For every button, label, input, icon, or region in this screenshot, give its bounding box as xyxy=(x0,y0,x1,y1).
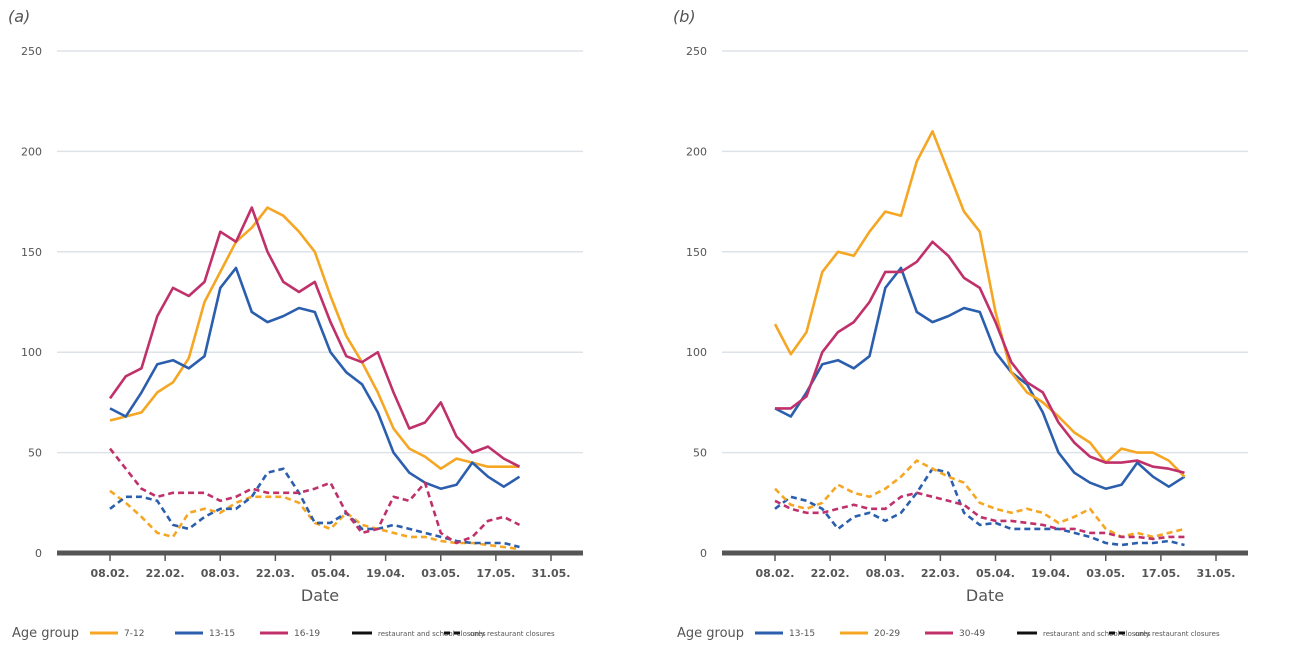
y-tick-label: 200 xyxy=(686,145,707,158)
y-tick-label: 250 xyxy=(686,45,707,58)
legend-style-label: restaurant and school closures xyxy=(1043,630,1151,638)
panel-label: (b) xyxy=(673,7,696,26)
data-line xyxy=(108,447,521,545)
x-tick-label: 22.02. xyxy=(811,567,850,580)
x-tick-label: 05.04. xyxy=(976,567,1015,580)
y-tick-label: 50 xyxy=(28,447,42,460)
data-line xyxy=(108,206,521,468)
x-tick-label: 08.03. xyxy=(201,567,240,580)
x-tick-label: 22.02. xyxy=(146,567,185,580)
legend-label: 30-49 xyxy=(959,629,985,639)
x-axis-label: Date xyxy=(966,586,1004,605)
legend-title: Age group xyxy=(677,626,744,641)
data-line xyxy=(775,240,1185,474)
data-line xyxy=(773,130,1186,478)
data-line xyxy=(109,489,520,551)
y-tick-label: 0 xyxy=(35,547,42,560)
x-tick-label: 08.02. xyxy=(91,567,130,580)
x-tick-label: 08.02. xyxy=(756,567,795,580)
y-tick-label: 150 xyxy=(21,246,42,259)
legend-style-label: restaurant and school closures xyxy=(378,630,486,638)
data-line xyxy=(774,266,1186,490)
legend-label: 13-15 xyxy=(789,629,815,639)
data-line xyxy=(109,266,521,490)
x-tick-label: 31.05. xyxy=(532,567,571,580)
y-tick-label: 50 xyxy=(693,447,707,460)
x-tick-label: 08.03. xyxy=(866,567,905,580)
x-tick-label: 19.04. xyxy=(366,567,405,580)
x-tick-label: 05.04. xyxy=(311,567,350,580)
x-tick-label: 22.03. xyxy=(921,567,960,580)
x-tick-label: 03.05. xyxy=(421,567,460,580)
legend-style-label: only restaurant closures xyxy=(1135,630,1220,638)
x-axis-label: Date xyxy=(301,586,339,605)
y-tick-label: 0 xyxy=(700,547,707,560)
data-line xyxy=(774,459,1185,539)
legend-label: 7-12 xyxy=(124,629,144,639)
y-tick-label: 150 xyxy=(686,246,707,259)
x-tick-label: 17.05. xyxy=(476,567,515,580)
x-tick-label: 19.04. xyxy=(1031,567,1070,580)
legend-title: Age group xyxy=(12,626,79,641)
x-tick-label: 03.05. xyxy=(1086,567,1125,580)
x-tick-label: 17.05. xyxy=(1141,567,1180,580)
y-tick-label: 100 xyxy=(21,346,42,359)
legend-label: 16-19 xyxy=(294,629,320,639)
x-tick-label: 31.05. xyxy=(1197,567,1236,580)
y-tick-label: 250 xyxy=(21,45,42,58)
data-line xyxy=(774,467,1185,547)
legend-label: 13-15 xyxy=(209,629,235,639)
panel-label: (a) xyxy=(8,7,30,26)
y-tick-label: 200 xyxy=(21,145,42,158)
y-tick-label: 100 xyxy=(686,346,707,359)
legend-label: 20-29 xyxy=(874,629,900,639)
x-tick-label: 22.03. xyxy=(256,567,295,580)
data-line xyxy=(774,491,1185,541)
data-line xyxy=(109,206,520,470)
legend-style-label: only restaurant closures xyxy=(470,630,555,638)
